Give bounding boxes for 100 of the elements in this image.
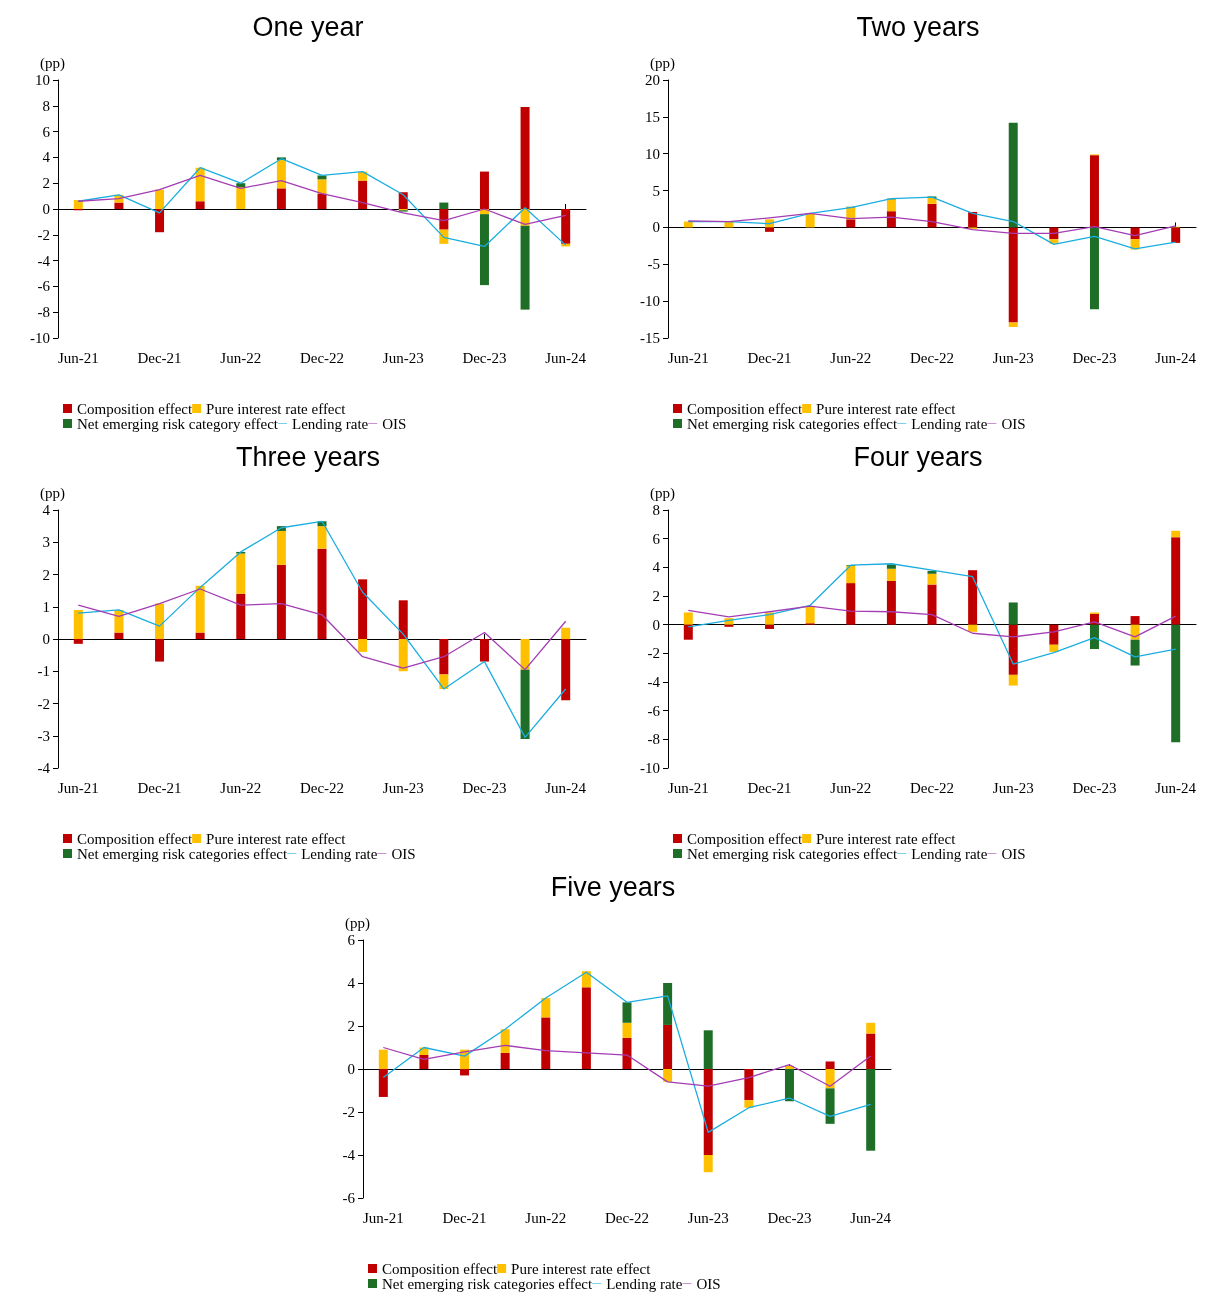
x-tick-label: Dec-23	[767, 1209, 812, 1226]
chart-title: Three years	[235, 441, 381, 472]
y-tick-label: 2	[347, 1018, 355, 1034]
y-tick-label: -4	[37, 252, 51, 269]
x-tick-label: Jun-21	[362, 1209, 404, 1226]
y-tick-label: 10	[645, 145, 660, 162]
x-tick-label: Dec-22	[299, 349, 345, 366]
y-tick-label: -4	[342, 1147, 356, 1163]
x-tick-label: Jun-22	[220, 779, 262, 796]
x-tick-label: Jun-24	[545, 779, 587, 796]
y-tick-label: -10	[640, 760, 660, 776]
y-tick-label: -2	[647, 645, 660, 662]
y-tick-label: -2	[37, 695, 50, 712]
y-tick-label: 0	[652, 219, 660, 236]
y-tick-label: -8	[37, 304, 50, 321]
y-tick-label: 20	[645, 72, 660, 88]
y-tick-label: -1	[37, 663, 50, 680]
y-tick-label: -10	[30, 330, 50, 346]
legend-label: Pure interest rate effect	[511, 1260, 652, 1277]
y-tick-label: 10	[35, 72, 50, 88]
legend-label: OIS	[1001, 415, 1026, 432]
y-tick-label: 0	[347, 1061, 355, 1077]
x-tick-label: Dec-23	[1072, 779, 1117, 796]
x-tick-label: Dec-23	[462, 349, 507, 366]
x-tick-label: Jun-21	[57, 349, 99, 366]
legend-label: Pure interest rate effect	[816, 830, 957, 847]
y-tick-label: -2	[37, 226, 50, 243]
legend-label: Lending rate	[911, 415, 988, 432]
y-tick-label: -4	[37, 760, 51, 776]
y-tick-label: -6	[37, 278, 51, 295]
y-tick-label: 0	[652, 616, 660, 633]
legend-label: Pure interest rate effect	[206, 400, 347, 417]
y-tick-label: 3	[42, 534, 50, 551]
legend-label: Composition effect	[687, 830, 803, 847]
legend-label: OIS	[391, 845, 416, 862]
x-tick-label: Jun-24	[1155, 779, 1197, 796]
legend-label: OIS	[1001, 845, 1026, 862]
y-tick-label: 6	[652, 530, 661, 547]
y-tick-label: -8	[647, 731, 660, 748]
y-tick-label: 6	[347, 932, 356, 948]
y-tick-label: 0	[42, 631, 50, 647]
legend-label: Composition effect	[77, 830, 193, 847]
x-tick-label: Dec-22	[909, 779, 955, 796]
x-tick-label: Jun-22	[830, 349, 872, 366]
x-tick-label: Jun-23	[992, 779, 1034, 796]
x-tick-label: Jun-21	[57, 779, 99, 796]
y-tick-label: 4	[347, 975, 356, 991]
y-tick-label: 2	[652, 588, 660, 604]
y-tick-label: 8	[652, 502, 660, 518]
x-tick-label: Dec-22	[604, 1209, 650, 1226]
x-tick-label: Dec-21	[747, 779, 792, 796]
x-tick-label: Dec-21	[747, 349, 792, 366]
y-axis-title: (pp)	[650, 54, 675, 72]
y-tick-label: -6	[647, 702, 661, 719]
x-tick-label: Jun-22	[830, 779, 872, 796]
x-tick-label: Jun-22	[220, 349, 262, 366]
x-tick-label: Jun-21	[667, 779, 709, 796]
y-tick-label: 8	[42, 97, 50, 114]
y-tick-label: 0	[42, 201, 50, 217]
y-tick-label: 2	[42, 566, 50, 583]
chart-title: One year	[252, 11, 364, 42]
y-tick-label: -5	[647, 256, 660, 273]
legend-label: Composition effect	[77, 400, 193, 417]
y-tick-label: 5	[652, 182, 660, 199]
x-tick-label: Dec-21	[137, 349, 182, 366]
chart-title: Two years	[856, 11, 980, 42]
x-tick-label: Jun-24	[850, 1209, 892, 1226]
x-tick-label: Dec-21	[137, 779, 182, 796]
y-tick-label: -4	[647, 674, 661, 690]
chart-title: Four years	[853, 441, 983, 472]
y-axis-title: (pp)	[345, 914, 370, 932]
legend-label: Composition effect	[687, 400, 803, 417]
legend-label: OIS	[696, 1275, 721, 1292]
chart-title: Five years	[550, 871, 676, 902]
y-tick-label: 4	[42, 149, 51, 166]
x-tick-label: Jun-21	[667, 349, 709, 366]
x-tick-label: Jun-23	[382, 349, 424, 366]
legend-label: Pure interest rate effect	[206, 830, 347, 847]
y-tick-label: 6	[42, 123, 51, 140]
x-tick-label: Jun-24	[1155, 349, 1197, 366]
y-axis-title: (pp)	[650, 484, 675, 502]
x-tick-label: Dec-22	[299, 779, 345, 796]
y-tick-label: 4	[42, 502, 51, 518]
x-tick-label: Jun-23	[992, 349, 1034, 366]
y-tick-label: 2	[42, 175, 50, 192]
legend-label: Lending rate	[911, 845, 988, 862]
x-tick-label: Jun-22	[525, 1209, 567, 1226]
y-tick-label: -2	[342, 1104, 355, 1120]
y-tick-label: -6	[342, 1190, 356, 1206]
x-tick-label: Dec-22	[909, 349, 955, 366]
y-tick-label: 4	[652, 559, 661, 576]
y-axis-title: (pp)	[40, 54, 65, 72]
legend-label: Lending rate	[292, 415, 369, 432]
x-tick-label: Jun-24	[545, 349, 587, 366]
x-tick-label: Jun-23	[687, 1209, 729, 1226]
legend-label: OIS	[382, 415, 407, 432]
x-tick-label: Dec-23	[1072, 349, 1117, 366]
x-tick-label: Jun-23	[382, 779, 424, 796]
y-tick-label: -3	[37, 727, 50, 744]
legend-label: Lending rate	[606, 1275, 683, 1292]
